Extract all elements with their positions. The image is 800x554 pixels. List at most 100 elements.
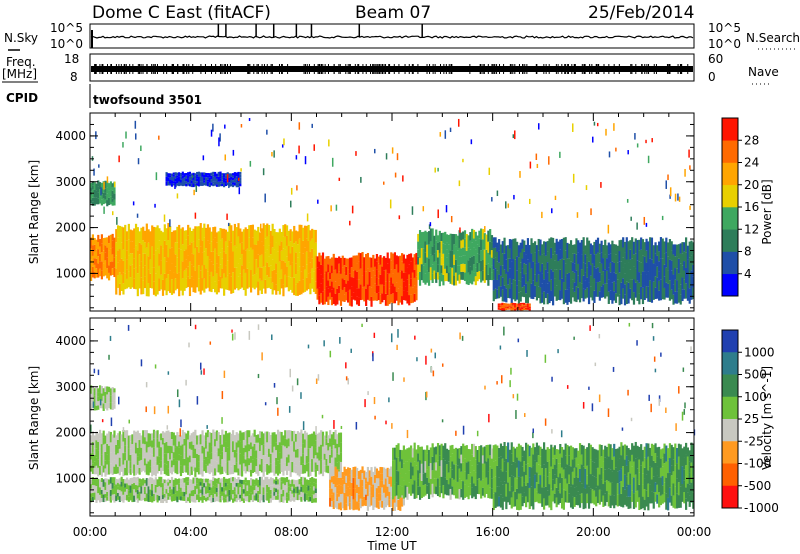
power-cell — [411, 272, 414, 288]
power-cell — [113, 237, 116, 248]
velocity-cell — [269, 434, 272, 445]
power-cell — [499, 265, 503, 276]
velocity-cell — [395, 500, 398, 507]
velocity-cell — [406, 448, 409, 462]
velocity-cell — [454, 464, 458, 482]
velocity-cell — [386, 477, 389, 487]
power-cell — [528, 308, 531, 311]
power-cell — [235, 227, 238, 248]
velocity-cell — [120, 491, 123, 497]
velocity-cell — [269, 489, 272, 495]
velocity-cell — [537, 445, 540, 456]
velocity-cell — [330, 434, 334, 443]
velocity-cell — [600, 456, 603, 468]
power-cell — [269, 230, 272, 243]
velocity-cell — [289, 490, 292, 495]
power-cell — [485, 264, 488, 281]
power-cell — [196, 174, 199, 177]
power-echo — [572, 173, 575, 183]
velocity-cell — [257, 494, 260, 499]
velocity-cell — [161, 464, 165, 471]
velocity-cell — [676, 478, 679, 494]
velocity-cell — [339, 477, 343, 486]
power-echo — [529, 198, 531, 205]
velocity-cell — [95, 457, 98, 466]
velocity-cell — [116, 489, 120, 493]
velocity-cell — [686, 492, 690, 502]
velocity-cell — [298, 489, 301, 495]
power-echo — [450, 215, 453, 223]
velocity-cell — [120, 486, 123, 492]
power-cell — [492, 258, 495, 270]
power-cell — [354, 255, 357, 271]
power-cell — [656, 266, 659, 278]
power-cell — [330, 257, 334, 266]
nave-tick-bottom: 0 — [708, 70, 716, 84]
power-cell — [587, 282, 591, 305]
velocity-cell — [577, 477, 580, 492]
velocity-cell — [205, 482, 208, 487]
velocity-cell — [291, 490, 294, 494]
velocity-cell — [613, 456, 616, 470]
power-cell — [278, 278, 281, 295]
power-cell — [463, 255, 467, 265]
velocity-cell — [129, 492, 132, 501]
velocity-cell — [199, 485, 202, 490]
velocity-cell — [248, 480, 251, 488]
power-echo — [484, 226, 486, 233]
power-cell — [526, 305, 529, 308]
power-cell — [230, 242, 233, 260]
velocity-cell — [490, 448, 494, 459]
velocity-cell — [212, 485, 215, 490]
power-cell — [239, 180, 242, 184]
power-cell — [262, 266, 265, 289]
velocity-cell — [284, 492, 287, 501]
velocity-cell — [329, 446, 332, 455]
power-cell — [147, 283, 150, 297]
velocity-cell — [291, 441, 294, 452]
velocity-echo — [503, 326, 505, 336]
power-cell — [169, 177, 172, 180]
power-cell — [672, 254, 675, 265]
power-cell — [271, 247, 274, 260]
velocity-cell — [330, 500, 334, 508]
velocity-cell — [160, 460, 163, 468]
velocity-cell — [131, 477, 134, 484]
power-cell — [300, 224, 303, 248]
velocity-cell — [282, 496, 285, 503]
velocity-cell — [167, 485, 170, 490]
velocity-echo — [339, 337, 341, 344]
velocity-echo — [598, 394, 601, 403]
velocity-echo — [90, 424, 92, 434]
power-cell — [444, 244, 447, 257]
power-cell — [206, 177, 210, 180]
power-cell — [514, 307, 517, 309]
velocity-cell — [190, 485, 193, 491]
velocity-cell — [124, 467, 127, 476]
velocity-cell — [161, 431, 165, 438]
velocity-cell — [276, 479, 280, 485]
power-cell — [436, 250, 440, 258]
velocity-cell — [98, 385, 102, 393]
velocity-cell — [161, 491, 165, 496]
power-cell — [690, 270, 693, 286]
power-cell — [480, 260, 483, 272]
power-cell — [190, 230, 193, 243]
power-cell — [605, 283, 609, 297]
velocity-cell — [316, 458, 319, 465]
velocity-cell — [179, 435, 183, 446]
power-cell — [100, 199, 103, 206]
velocity-cell — [192, 496, 195, 503]
velocity-cell — [436, 478, 440, 497]
velocity-cell — [221, 491, 224, 496]
velocity-cell — [154, 477, 157, 485]
power-echo — [437, 209, 439, 219]
power-cell — [679, 294, 682, 305]
velocity-cell — [147, 433, 150, 448]
power-cell — [409, 278, 413, 287]
velocity-cell — [300, 429, 303, 439]
velocity-cell — [291, 451, 294, 462]
power-cell — [179, 182, 183, 186]
velocity-echo — [178, 399, 181, 408]
power-echo — [224, 154, 227, 161]
